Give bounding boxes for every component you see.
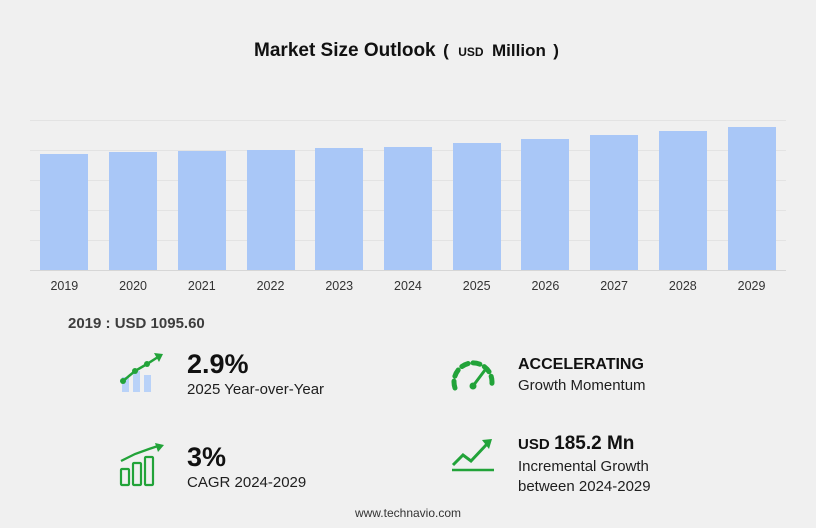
bar-series: 2019 2020 2021 2022 2023 2024 2025 2026 2027 2028… xyxy=(30,120,786,293)
bar-2025 xyxy=(452,143,501,270)
bar-slot-2028: 2028 xyxy=(658,120,707,293)
title-currency: USD xyxy=(458,45,484,59)
bar-year-label: 2021 xyxy=(187,279,216,293)
bar-slot-2027: 2027 xyxy=(590,120,639,293)
incremental-currency: USD xyxy=(518,436,550,453)
gridline xyxy=(30,120,786,121)
bar-2028 xyxy=(658,131,707,270)
bar-growth-arrow-icon xyxy=(115,350,167,403)
incremental-label-line1: Incremental Growth xyxy=(518,457,649,475)
stat-yoy: 2.9% 2025 Year-over-Year xyxy=(115,349,325,403)
bar-slot-2022: 2022 xyxy=(246,120,295,293)
chart-title: Market Size Outlook ( USD Million ) xyxy=(0,40,816,62)
momentum-value: ACCELERATING xyxy=(518,356,644,373)
bar-slot-2026: 2026 xyxy=(521,120,570,293)
bar-2023 xyxy=(315,148,364,270)
bar-2026 xyxy=(521,139,570,270)
cagr-value: 3% xyxy=(187,442,227,472)
bar-2029 xyxy=(727,127,776,270)
bar-year-label: 2022 xyxy=(256,279,285,293)
incremental-amount: 185.2 Mn xyxy=(554,433,635,454)
bar-2020 xyxy=(109,152,158,270)
bar-2024 xyxy=(383,147,432,270)
bar-2019 xyxy=(40,154,89,270)
bar-slot-2021: 2021 xyxy=(177,120,226,293)
incremental-value: USD 185.2 Mn xyxy=(518,432,651,457)
bar-year-label: 2024 xyxy=(394,279,422,293)
bar-slot-2020: 2020 xyxy=(109,120,158,293)
bar-year-label: 2023 xyxy=(325,279,354,293)
chart-title-text: Market Size Outlook xyxy=(254,40,436,61)
bar-year-label: 2028 xyxy=(668,279,697,293)
bar-slot-2024: 2024 xyxy=(383,120,432,293)
x-axis-line xyxy=(30,270,786,271)
bar-year-label: 2019 xyxy=(50,279,79,293)
base-year-value: 2019 : USD 1095.60 xyxy=(68,315,205,332)
bar-chart: 2019 2020 2021 2022 2023 2024 2025 2026 2027 2028… xyxy=(30,120,786,293)
bar-slot-2025: 2025 xyxy=(452,120,501,293)
incremental-label-line2: between 2024-2029 xyxy=(518,477,651,495)
yoy-value: 2.9% xyxy=(187,349,249,379)
stat-incremental: USD 185.2 Mn Incremental Growth between … xyxy=(448,432,651,497)
bar-2021 xyxy=(177,151,226,270)
yoy-label: 2025 Year-over-Year xyxy=(187,380,325,398)
bar-2027 xyxy=(590,135,639,270)
speedometer-icon xyxy=(448,355,498,402)
bar-year-label: 2025 xyxy=(462,279,491,293)
bar-slot-2019: 2019 xyxy=(40,120,89,293)
title-open-paren: ( xyxy=(443,41,449,60)
bar-year-label: 2026 xyxy=(531,279,560,293)
bar-2022 xyxy=(246,150,295,270)
title-close-paren: ) xyxy=(553,41,559,60)
cagr-label: CAGR 2024-2029 xyxy=(187,473,307,491)
title-unit: Million xyxy=(492,41,546,60)
bar-year-label: 2020 xyxy=(119,279,147,293)
bar-slot-2023: 2023 xyxy=(315,120,364,293)
bar-slot-2029: 2029 xyxy=(727,120,776,293)
bar-year-label: 2029 xyxy=(737,279,766,293)
cagr-bars-icon xyxy=(115,443,167,494)
stat-momentum: ACCELERATING Growth Momentum xyxy=(448,355,646,402)
stat-cagr: 3% CAGR 2024-2029 xyxy=(115,442,307,494)
website-url: www.technavio.com xyxy=(354,506,462,520)
bar-year-label: 2027 xyxy=(600,279,629,293)
momentum-label: Growth Momentum xyxy=(518,376,646,394)
incremental-growth-chart-icon xyxy=(448,432,498,481)
